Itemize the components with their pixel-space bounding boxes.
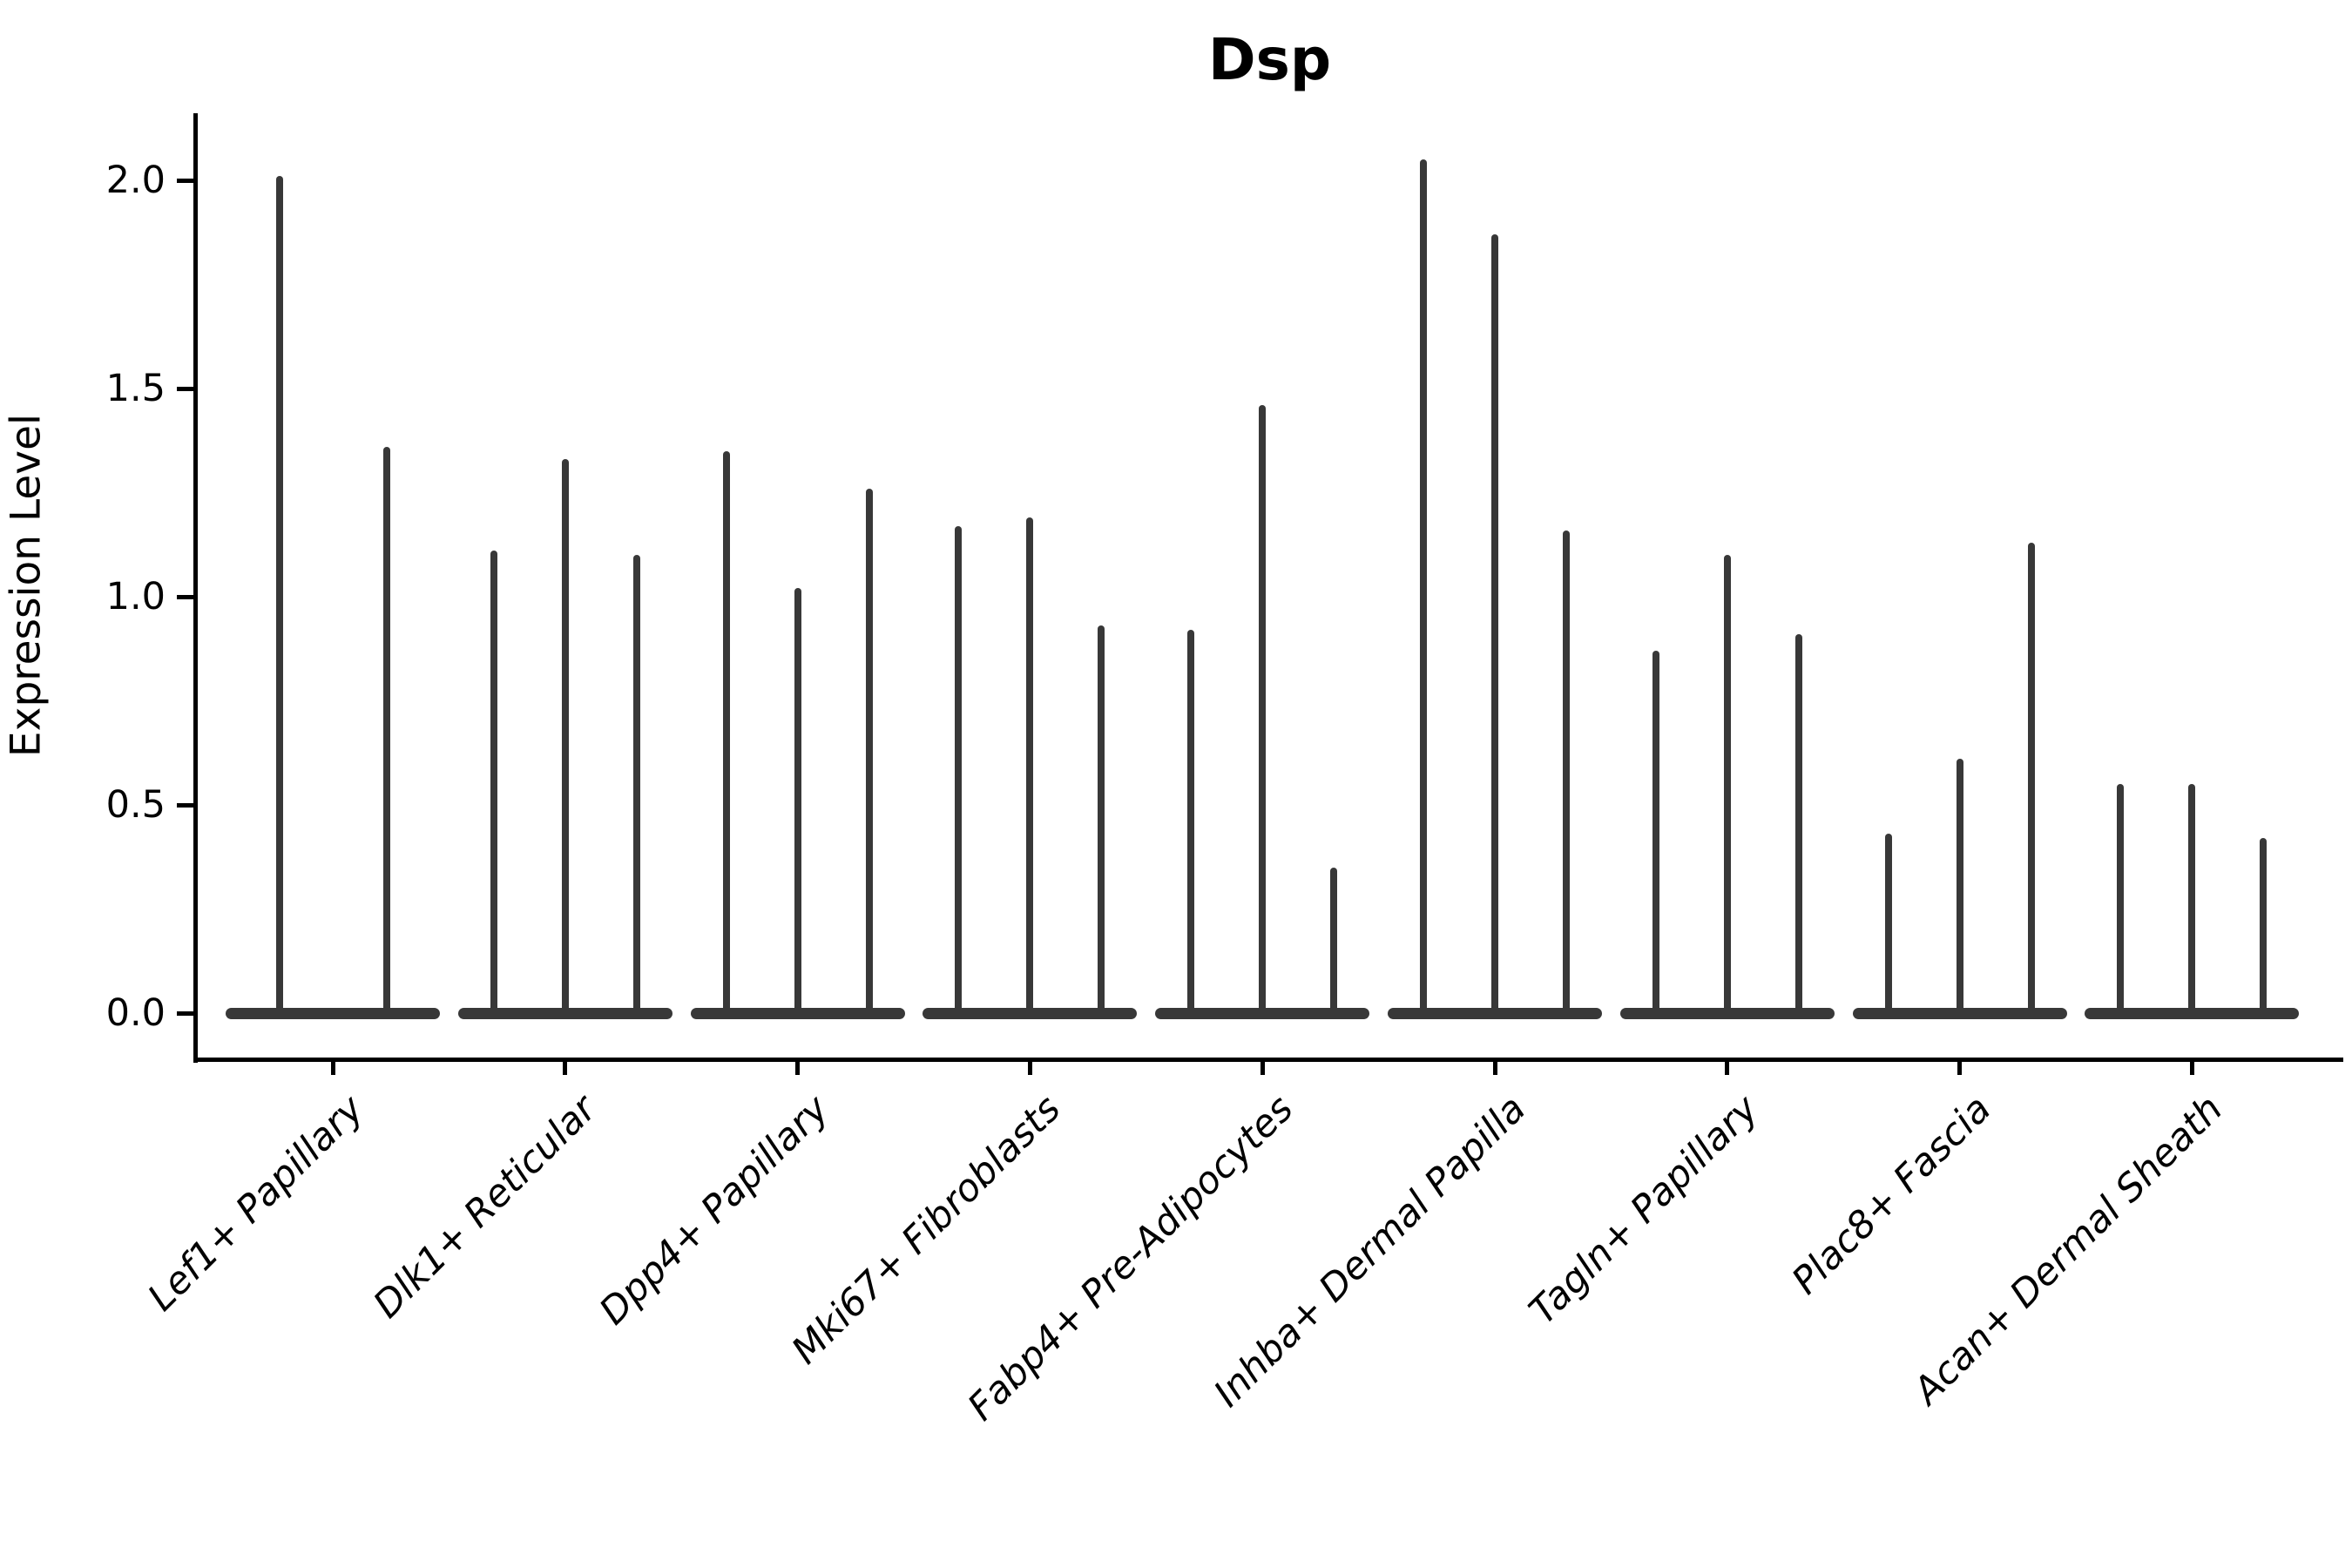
violin-spike — [1491, 234, 1498, 1017]
violin-spike — [1026, 517, 1034, 1017]
violin-spike — [2117, 784, 2125, 1017]
violin-spike — [794, 588, 801, 1017]
violin-spike — [1420, 159, 1427, 1017]
violin-spike — [2260, 838, 2268, 1017]
violin-spike — [2188, 784, 2196, 1017]
y-tick-mark — [177, 1010, 196, 1016]
y-tick-mark — [177, 386, 196, 391]
violin-spike — [1187, 630, 1195, 1017]
x-tick-mark — [330, 1058, 335, 1075]
y-tick-label: 2.0 — [105, 159, 166, 202]
violin-spike — [1098, 625, 1105, 1017]
y-tick-label: 0.0 — [105, 991, 166, 1035]
x-tick-mark — [1027, 1058, 1032, 1075]
x-tick-label: Lef1+ Papillary — [139, 1087, 373, 1320]
violin-base — [226, 1007, 440, 1019]
x-tick-label: Mki67+ Fibroblasts — [783, 1087, 1070, 1373]
y-tick-mark — [177, 802, 196, 808]
violin-spike — [1330, 867, 1338, 1017]
x-tick-label: Fabp4+ Pre-Adipocytes — [959, 1087, 1302, 1429]
y-tick-label: 0.5 — [105, 783, 166, 827]
violin-spike — [632, 555, 640, 1017]
y-axis-line — [193, 113, 198, 1063]
y-tick-label: 1.5 — [105, 367, 166, 410]
x-tick-mark — [1492, 1058, 1497, 1075]
x-tick-label: Plac8+ Fascia — [1783, 1087, 1999, 1303]
x-tick-mark — [563, 1058, 568, 1075]
violin-spike — [490, 551, 497, 1017]
chart-title: Dsp — [1207, 26, 1332, 93]
x-tick-label: Acan+ Dermal Sheath — [1905, 1087, 2232, 1414]
x-tick-label: Inhba+ Dermal Papilla — [1206, 1087, 1535, 1416]
x-tick-mark — [1725, 1058, 1730, 1075]
violin-spike — [1794, 634, 1802, 1017]
x-tick-mark — [1957, 1058, 1963, 1075]
y-tick-label: 1.0 — [105, 575, 166, 618]
x-tick-mark — [795, 1058, 801, 1075]
violin-spike — [1884, 834, 1892, 1017]
x-tick-mark — [2189, 1058, 2194, 1075]
violin-spike — [1652, 651, 1659, 1017]
violin-spike — [1563, 530, 1570, 1017]
x-tick-label: Dpp4+ Papillary — [591, 1087, 837, 1334]
violin-spike — [561, 459, 569, 1017]
y-tick-mark — [177, 594, 196, 599]
x-axis-line — [193, 1058, 2343, 1062]
violin-spike — [275, 176, 283, 1017]
violin-spike — [1956, 759, 1963, 1017]
violin-spike — [2027, 542, 2035, 1017]
violin-spike — [1259, 405, 1267, 1017]
y-tick-mark — [177, 178, 196, 183]
x-tick-mark — [1260, 1058, 1265, 1075]
x-tick-label: Tagln+ Papillary — [1520, 1087, 1767, 1334]
violin-spike — [382, 446, 390, 1017]
violin-spike — [955, 525, 963, 1017]
violin-spike — [722, 450, 730, 1017]
violin-spike — [865, 488, 873, 1017]
x-tick-label: Dlk1+ Reticular — [365, 1087, 605, 1328]
violin-spike — [1723, 555, 1731, 1017]
